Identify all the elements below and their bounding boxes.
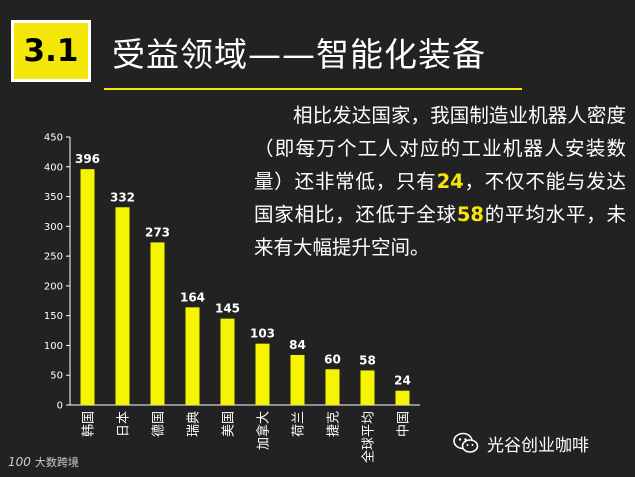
data-label: 332 [110,190,135,204]
data-label: 273 [145,225,170,239]
section-badge: 3.1 [11,20,91,82]
bar [395,390,410,405]
body-text-segment: 的平均水平，未来有大幅提升空间。 [254,203,626,259]
bar [255,343,270,405]
body-paragraph: 相比发达国家，我国制造业机器人密度（即每万个工人对应的工业机器人安装数量）还非常… [254,99,626,264]
watermark-left: 100 大数跨境 [8,454,79,470]
body-text-segment: 相比发达国家，我国制造业机器人密度（即每万个工人对应的工业机器人安装数量）还非常… [254,104,626,193]
x-tick-label: 中国 [397,411,412,437]
data-label: 24 [394,374,411,388]
data-label: 103 [250,327,275,341]
x-tick-label: 全球平均 [361,411,377,463]
data-label: 164 [180,290,205,304]
highlight-number: 24 [436,170,464,193]
bar [360,370,375,405]
x-tick-label: 德国 [152,411,167,437]
watermark-right-text: 光谷创业咖啡 [487,435,589,456]
x-tick-label: 美国 [222,411,237,437]
bar [150,242,165,405]
x-tick-label: 日本 [117,411,132,437]
x-tick-label: 加拿大 [256,411,272,450]
y-tick-label: 100 [44,341,63,352]
wechat-icon [453,432,479,453]
y-tick-label: 50 [50,371,63,382]
y-tick-label: 200 [44,281,63,292]
y-tick-label: 300 [44,222,63,233]
bar [115,207,130,405]
body-text-segment: ，不仅不能与发达国家相比，还低于全球 [254,170,626,226]
x-tick-label: 韩国 [82,411,97,437]
watermark-logo: 100 [8,455,31,469]
y-tick-label: 250 [44,252,63,263]
bar [220,318,235,405]
bar [290,354,305,405]
watermark-left-text: 大数跨境 [34,456,79,469]
data-label: 145 [215,302,240,316]
data-label: 84 [289,338,306,352]
x-tick-label: 荷兰 [292,411,307,437]
highlight-number: 58 [456,203,484,226]
y-tick-label: 350 [44,192,63,203]
y-tick-label: 400 [44,162,63,173]
page-title: 受益领域——智能化装备 [112,35,486,74]
bar [80,169,95,405]
data-label: 60 [324,352,341,366]
y-tick-label: 450 [44,133,63,144]
bar [185,307,200,405]
bar [325,369,340,405]
data-label: 396 [75,152,100,166]
watermark-right: 光谷创业咖啡 [453,428,589,458]
y-tick-label: 150 [44,311,63,322]
data-label: 58 [359,353,376,367]
section-number: 3.1 [23,33,79,69]
y-tick-label: 0 [57,401,63,412]
title-underline [104,88,522,90]
x-tick-label: 瑞典 [187,411,202,437]
x-tick-label: 捷克 [327,411,342,437]
